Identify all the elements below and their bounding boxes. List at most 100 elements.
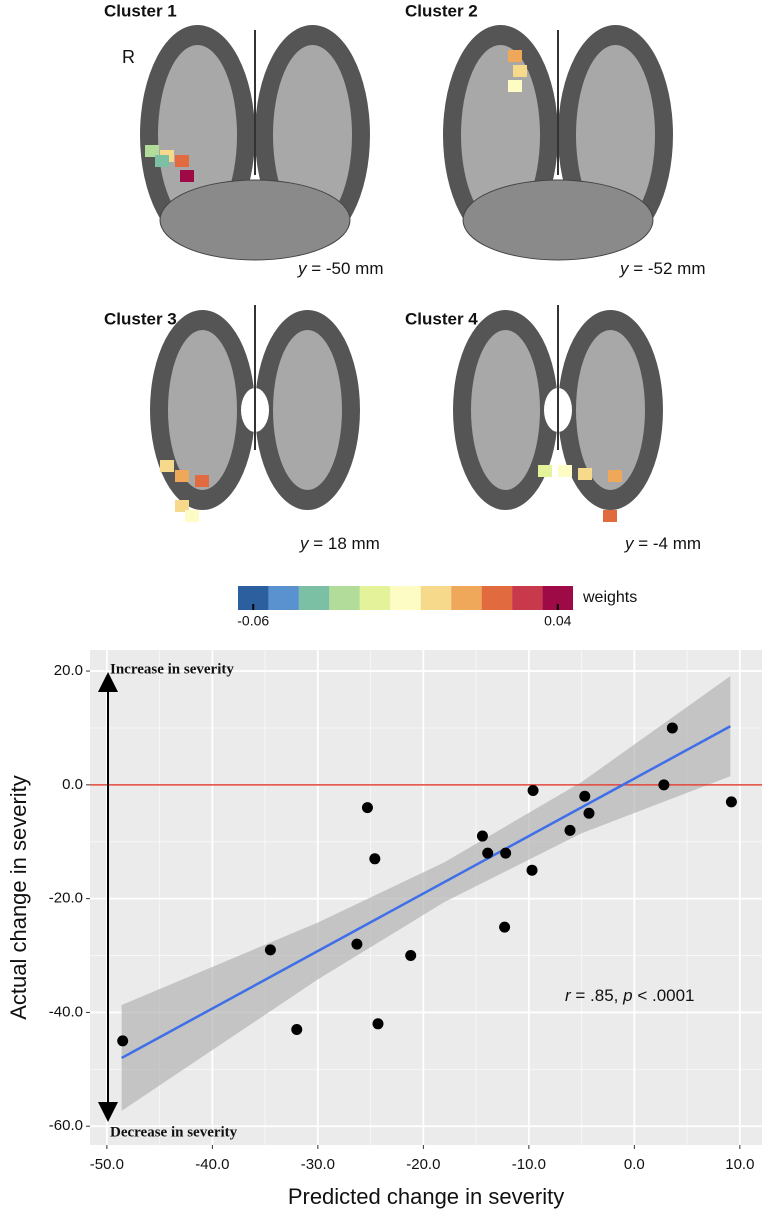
x-tick-label: -30.0 <box>301 1156 335 1173</box>
activation-blob <box>160 460 174 472</box>
cerebellum <box>159 179 351 261</box>
panel-title: Cluster 1 <box>104 1 177 20</box>
annotation: Decrease in severity <box>110 1124 238 1140</box>
colorbar-swatch <box>268 586 299 610</box>
annotation: Increase in severity <box>110 661 234 677</box>
white-matter <box>471 330 540 490</box>
regression-line <box>121 725 731 1060</box>
activation-blob <box>155 155 169 167</box>
cerebellum <box>462 179 654 261</box>
data-point <box>526 864 538 876</box>
data-point <box>361 802 373 814</box>
panel-title: Cluster 2 <box>405 1 478 20</box>
data-point <box>583 807 595 819</box>
stat-part: = .85, <box>571 986 623 1005</box>
y-tick-label: 20.0 <box>54 662 83 679</box>
coord-value: = -52 mm <box>629 259 706 278</box>
colorbar-swatch <box>298 586 330 610</box>
colorbar-swatch <box>451 586 482 610</box>
colorbar-tick-label: -0.06 <box>237 613 269 629</box>
data-point <box>527 785 539 797</box>
white-matter <box>158 45 237 225</box>
data-point <box>405 950 417 962</box>
activation-blob <box>608 470 622 482</box>
slice-coordinate: y = -4 mm <box>624 534 701 553</box>
data-point <box>499 921 511 933</box>
y-tick-label: -60.0 <box>49 1117 83 1134</box>
activation-blob <box>578 468 592 480</box>
coord-var: y <box>299 534 310 553</box>
data-point <box>372 1018 384 1030</box>
coord-var: y <box>297 259 308 278</box>
data-point <box>351 938 363 950</box>
activation-blob <box>558 465 572 477</box>
coord-value: = 18 mm <box>309 534 380 553</box>
side-label: R <box>122 47 135 67</box>
x-tick-label: 0.0 <box>624 1156 645 1173</box>
activation-blob <box>508 80 522 92</box>
data-point <box>117 1035 129 1047</box>
activation-blob <box>508 50 522 62</box>
white-matter <box>168 330 237 490</box>
coord-var: y <box>624 534 635 553</box>
activation-blob <box>185 510 199 522</box>
panel-title: Cluster 4 <box>405 309 478 328</box>
white-matter <box>273 330 342 490</box>
colorbar-label: weights <box>582 589 637 606</box>
y-tick-label: 0.0 <box>62 776 83 793</box>
colorbar-swatch <box>512 586 543 610</box>
activation-blob <box>538 465 552 477</box>
activation-blob <box>603 510 617 522</box>
activation-blob <box>195 475 209 487</box>
brain-slice <box>443 25 673 261</box>
colorbar-swatch <box>329 586 360 610</box>
data-point <box>666 722 678 734</box>
data-point <box>579 790 591 802</box>
white-matter <box>576 45 655 225</box>
y-tick-label: -40.0 <box>49 1003 83 1020</box>
data-point <box>476 830 488 842</box>
slice-coordinate: y = -52 mm <box>619 259 706 278</box>
data-point <box>500 847 512 859</box>
stat-part: < .0001 <box>633 986 695 1005</box>
stat-part: r <box>565 986 572 1005</box>
coord-value: = -4 mm <box>634 534 702 553</box>
slice-coordinate: y = -50 mm <box>297 259 384 278</box>
activation-blob <box>145 145 159 157</box>
y-axis-title: Actual change in severity <box>6 775 31 1020</box>
x-tick-label: -50.0 <box>90 1156 124 1173</box>
activation-blob <box>180 170 194 182</box>
data-point <box>658 779 670 791</box>
colorbar-tick-label: 0.04 <box>544 613 571 629</box>
colorbar-swatch <box>359 586 391 610</box>
slice-coordinate: y = 18 mm <box>299 534 380 553</box>
data-point <box>291 1024 303 1035</box>
stat-part: p <box>622 986 632 1005</box>
colorbar-swatch <box>420 586 452 610</box>
colorbar-swatch <box>481 586 513 610</box>
coord-var: y <box>619 259 630 278</box>
x-tick-label: -20.0 <box>406 1156 440 1173</box>
activation-blob <box>175 155 189 167</box>
brain-slice <box>140 25 370 261</box>
data-point <box>564 824 576 836</box>
colorbar-swatch <box>390 586 421 610</box>
panel-title: Cluster 3 <box>104 309 177 328</box>
data-point <box>369 853 381 865</box>
activation-blob <box>175 470 189 482</box>
x-tick-label: -40.0 <box>195 1156 229 1173</box>
data-point <box>725 796 737 808</box>
activation-blob <box>513 65 527 77</box>
activation-blob <box>175 500 189 512</box>
x-axis-title: Predicted change in severity <box>288 1184 564 1209</box>
coord-value: = -50 mm <box>307 259 384 278</box>
white-matter <box>576 330 645 490</box>
y-tick-label: -20.0 <box>49 890 83 907</box>
brain-slice <box>150 305 360 522</box>
brain-slice <box>453 305 663 522</box>
white-matter <box>273 45 352 225</box>
x-tick-label: -10.0 <box>512 1156 546 1173</box>
data-point <box>264 944 276 956</box>
x-tick-label: 10.0 <box>725 1156 754 1173</box>
